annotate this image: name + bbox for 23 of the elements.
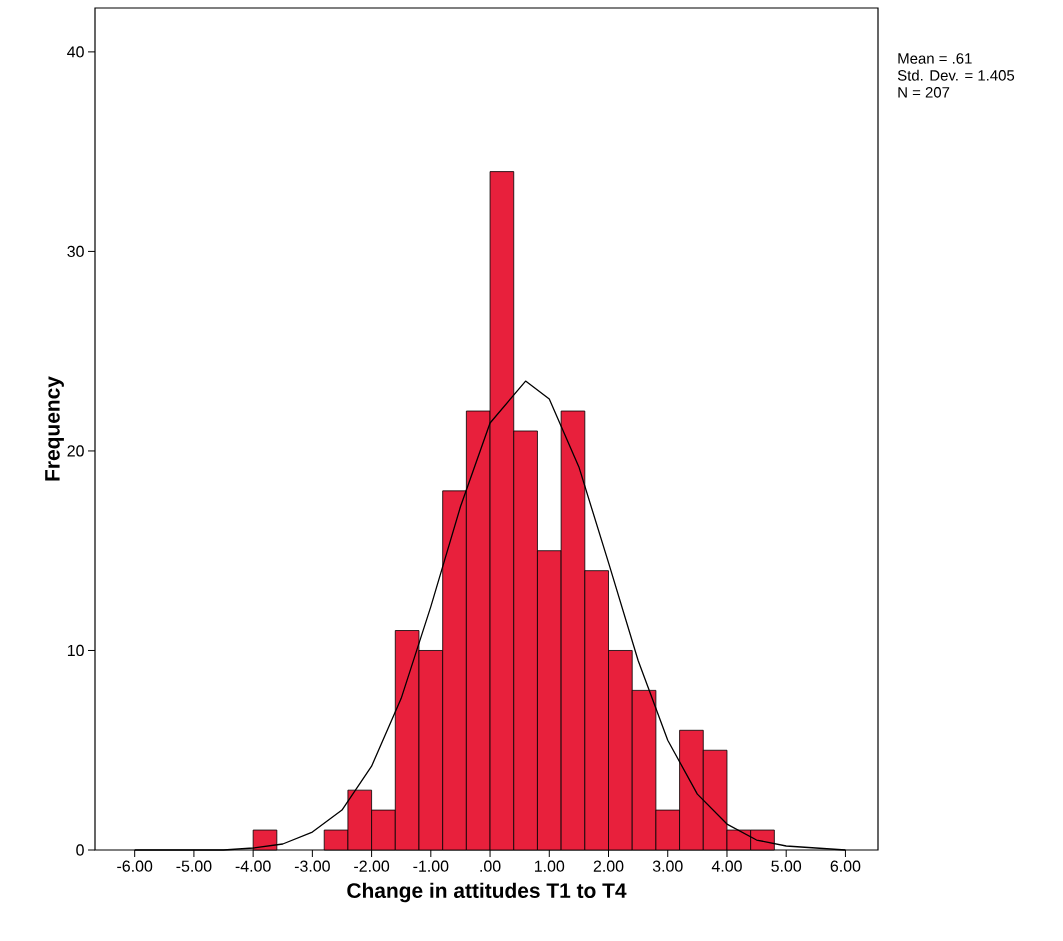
text: N = 207 — [898, 87, 950, 98]
x-tick-label: -5.00 — [176, 860, 212, 872]
x-tick-label: 5.00 — [771, 860, 802, 872]
x-tick-label: -2.00 — [354, 860, 390, 872]
x-tick-label: 4.00 — [711, 860, 742, 872]
x-tick-label: 6.00 — [830, 860, 861, 872]
x-tick-label: 2.00 — [593, 860, 624, 872]
x-tick-label: -3.00 — [294, 860, 330, 872]
x-tick-label: -1.00 — [413, 860, 449, 872]
x-tick-label: 1.00 — [534, 860, 565, 872]
y-tick-label: 0 — [76, 844, 84, 856]
y-tick-label: 40 — [67, 46, 84, 58]
y-tick-label: 20 — [67, 445, 84, 457]
text: Std. Dev. = 1.405 — [897, 69, 1015, 81]
x-tick-label: .00 — [480, 860, 501, 872]
text: Mean = .61 — [898, 53, 972, 64]
x-tick-label: 3.00 — [652, 860, 683, 872]
x-tick-label: -6.00 — [117, 860, 153, 872]
y-tick-label: 10 — [67, 644, 84, 657]
y-axis-title: Frequency — [45, 376, 64, 481]
x-tick-label: -4.00 — [235, 860, 271, 872]
y-tick-label: 30 — [67, 245, 84, 258]
x-axis-title: Change in attitudes T1 to T4 — [347, 882, 627, 903]
